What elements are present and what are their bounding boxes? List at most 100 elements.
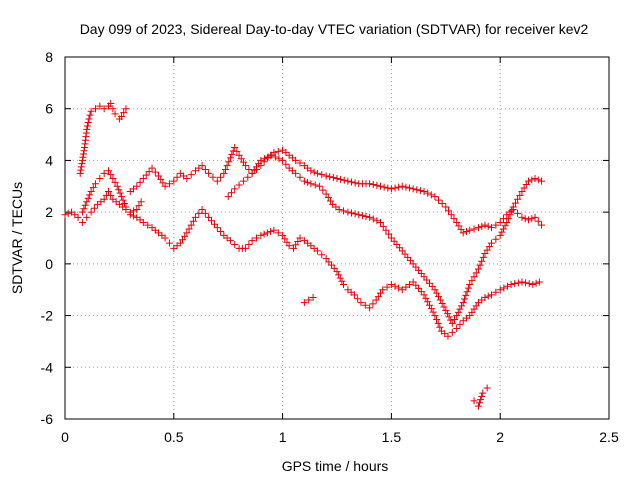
- data-point: [424, 298, 432, 306]
- data-point: [484, 222, 492, 230]
- data-point: [78, 218, 86, 226]
- data-point: [244, 173, 252, 181]
- data-point: [436, 296, 444, 304]
- data-point: [137, 198, 145, 206]
- data-point: [518, 213, 526, 221]
- data-point: [516, 191, 524, 199]
- data-point: [307, 180, 315, 188]
- data-point: [173, 173, 181, 181]
- data-point: [136, 178, 144, 186]
- y-tick-label: 0: [45, 256, 53, 272]
- data-point: [213, 224, 221, 232]
- data-point: [514, 195, 522, 203]
- data-point: [119, 196, 127, 204]
- data-point: [427, 191, 435, 199]
- data-point: [165, 180, 173, 188]
- data-point: [496, 218, 504, 226]
- data-point: [450, 215, 458, 223]
- data-point: [456, 305, 464, 313]
- data-point: [438, 200, 446, 208]
- data-point: [292, 169, 300, 177]
- data-point: [496, 286, 504, 294]
- data-point: [257, 156, 265, 164]
- data-point: [84, 194, 92, 202]
- data-point: [496, 231, 504, 239]
- data-points: [61, 100, 546, 410]
- data-point: [468, 277, 476, 285]
- data-point: [470, 273, 478, 281]
- data-point: [442, 203, 450, 211]
- data-point: [300, 177, 308, 185]
- data-point: [442, 306, 450, 314]
- data-point: [279, 156, 287, 164]
- data-point: [133, 182, 141, 190]
- data-point: [100, 105, 108, 113]
- data-point: [90, 204, 98, 212]
- data-point: [313, 169, 321, 177]
- data-point: [205, 169, 213, 177]
- data-point: [130, 212, 138, 220]
- data-point: [355, 211, 363, 219]
- data-point: [109, 175, 117, 183]
- data-point: [433, 289, 441, 297]
- data-point: [398, 286, 406, 294]
- data-point: [351, 210, 359, 218]
- series-arc-h: [470, 384, 491, 410]
- data-point: [319, 186, 327, 194]
- data-point: [79, 153, 87, 161]
- data-point: [504, 215, 512, 223]
- plot-frame: [64, 56, 610, 420]
- data-point: [500, 284, 508, 292]
- data-point: [377, 182, 385, 190]
- data-point: [267, 228, 275, 236]
- data-point: [223, 162, 231, 170]
- data-point: [96, 175, 104, 183]
- data-point: [499, 225, 507, 233]
- data-point: [296, 234, 304, 242]
- data-point: [447, 211, 455, 219]
- data-point: [456, 321, 464, 329]
- data-point: [358, 212, 366, 220]
- data-point: [217, 173, 225, 181]
- data-point: [338, 277, 346, 285]
- data-point: [354, 295, 362, 303]
- data-point: [107, 191, 115, 199]
- data-point: [139, 218, 147, 226]
- data-point: [282, 160, 290, 168]
- data-point: [431, 312, 439, 320]
- data-point: [126, 211, 134, 219]
- data-point: [213, 177, 221, 185]
- data-point: [433, 315, 441, 323]
- data-point: [366, 213, 374, 221]
- data-point: [492, 235, 500, 243]
- data-point: [462, 291, 470, 299]
- data-point: [444, 332, 452, 340]
- data-point: [205, 213, 213, 221]
- data-point: [275, 155, 283, 163]
- data-point: [116, 189, 124, 197]
- series-arc-c: [78, 167, 145, 216]
- y-tick-label: -6: [41, 411, 54, 427]
- data-point: [487, 239, 495, 247]
- data-point: [487, 291, 495, 299]
- data-point: [80, 147, 88, 155]
- data-point: [309, 293, 317, 301]
- data-point: [76, 169, 84, 177]
- data-point: [383, 283, 391, 291]
- data-point: [420, 291, 428, 299]
- data-point: [242, 244, 250, 252]
- data-point: [311, 181, 319, 189]
- y-tick-label: 4: [45, 152, 53, 168]
- data-point: [61, 211, 69, 219]
- data-point: [422, 294, 430, 302]
- data-point: [451, 315, 459, 323]
- data-point: [100, 169, 108, 177]
- series-arc-e: [126, 206, 543, 340]
- data-point: [187, 221, 195, 229]
- data-point: [406, 184, 414, 192]
- data-point: [506, 211, 514, 219]
- data-point: [369, 215, 377, 223]
- data-point: [89, 184, 97, 192]
- data-point: [78, 208, 86, 216]
- x-tick-label: 1: [279, 429, 287, 445]
